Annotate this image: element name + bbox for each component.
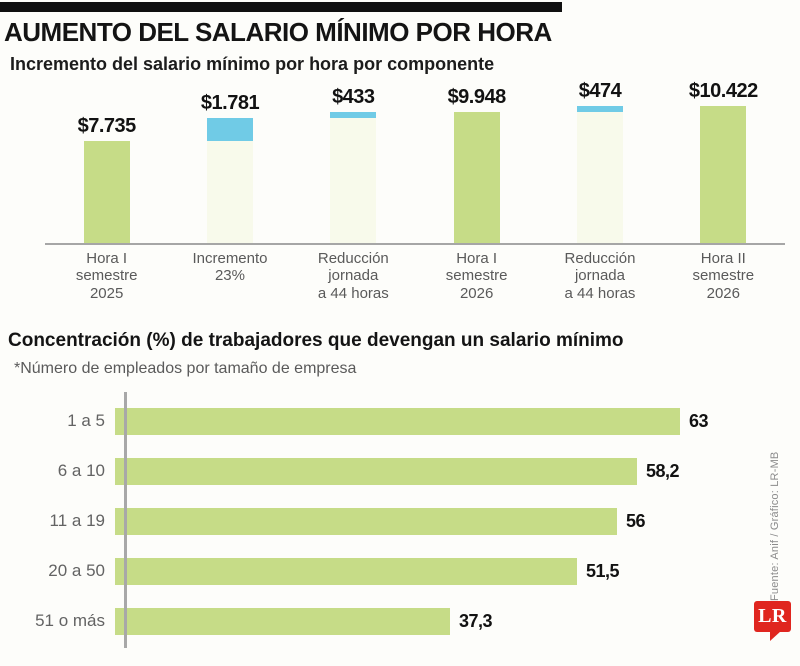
source-credit: Fuente: Anif / Gráfico: LR-MB [769,451,781,601]
hbar-row: 1 a 5 63 [10,396,770,446]
bar-value-label: $7.735 [77,115,137,137]
axis-label: Hora II semestre 2026 [692,250,755,302]
hbar-bar [115,507,617,535]
hbar-bar [115,557,577,585]
row-category-label: 1 a 5 [67,411,105,430]
bar-segment [206,118,253,141]
bar-base-segment [206,141,253,243]
hbar-value-label: 56 [626,510,646,531]
hbar-row: 20 a 50 51,5 [10,546,770,596]
bar-value-label: $433 [332,86,375,108]
waterfall-axis-labels: Hora I semestre 2025 Incremento 23% Redu… [45,250,785,302]
bar-segment [453,112,500,243]
bar-value-label: $1.781 [200,92,260,114]
bar-segment [576,106,623,112]
waterfall-chart: $7.735 $1.781 $433 $9.948 $474 [45,80,785,302]
hbar-bar [115,457,637,485]
axis-label: Incremento 23% [192,250,268,285]
bar-segment [83,141,130,243]
axis-label: Hora I semestre 2026 [445,250,508,302]
waterfall-column-reduccion-1: $433 [292,86,415,243]
hbar-axis-line [124,392,127,648]
hbar-chart: 1 a 5 63 6 a 10 58,2 11 a 19 56 20 a 50 … [10,396,770,646]
row-category-label: 20 a 50 [48,561,105,580]
bar-value-label: $9.948 [447,86,507,108]
hbar-value-label: 58,2 [646,460,680,481]
waterfall-column-reduccion-2: $474 [538,80,661,243]
page-title: AUMENTO DEL SALARIO MÍNIMO POR HORA [4,17,552,47]
waterfall-chart-title: Incremento del salario mínimo por hora p… [10,54,495,74]
waterfall-column-incremento: $1.781 [168,92,291,243]
lr-logo-text: LR [758,605,787,627]
hbar-row: 6 a 10 58,2 [10,446,770,496]
hbar-bar [115,607,450,635]
axis-label: Reducción jornada a 44 horas [317,250,389,302]
bar-segment [700,106,747,243]
waterfall-column-hora1-2025: $7.735 [45,115,168,243]
hbar-bar [115,407,680,435]
hbar-chart-note: *Número de empleados por tamaño de empre… [14,360,357,377]
bar-base-segment [330,118,377,243]
waterfall-plot-area: $7.735 $1.781 $433 $9.948 $474 [45,80,785,245]
bar-segment [330,112,377,118]
hbar-value-label: 51,5 [586,560,620,581]
row-category-label: 51 o más [35,611,105,630]
hbar-value-label: 63 [689,410,709,431]
lr-logo: LR [754,601,791,641]
waterfall-column-hora1-2026: $9.948 [415,86,538,243]
hbar-row: 51 o más 37,3 [10,596,770,646]
row-category-label: 11 a 19 [49,511,105,530]
bar-value-label: $10.422 [688,80,758,102]
hbar-row: 11 a 19 56 [10,496,770,546]
waterfall-column-hora2-2026: $10.422 [662,80,785,243]
top-accent-bar [0,2,562,12]
bar-value-label: $474 [578,80,622,102]
axis-label: Reducción jornada a 44 horas [564,250,636,302]
axis-label: Hora I semestre 2025 [75,250,138,302]
bar-base-segment [576,112,623,243]
hbar-chart-title: Concentración (%) de trabajadores que de… [8,330,624,351]
hbar-value-label: 37,3 [459,610,493,631]
row-category-label: 6 a 10 [57,461,105,480]
